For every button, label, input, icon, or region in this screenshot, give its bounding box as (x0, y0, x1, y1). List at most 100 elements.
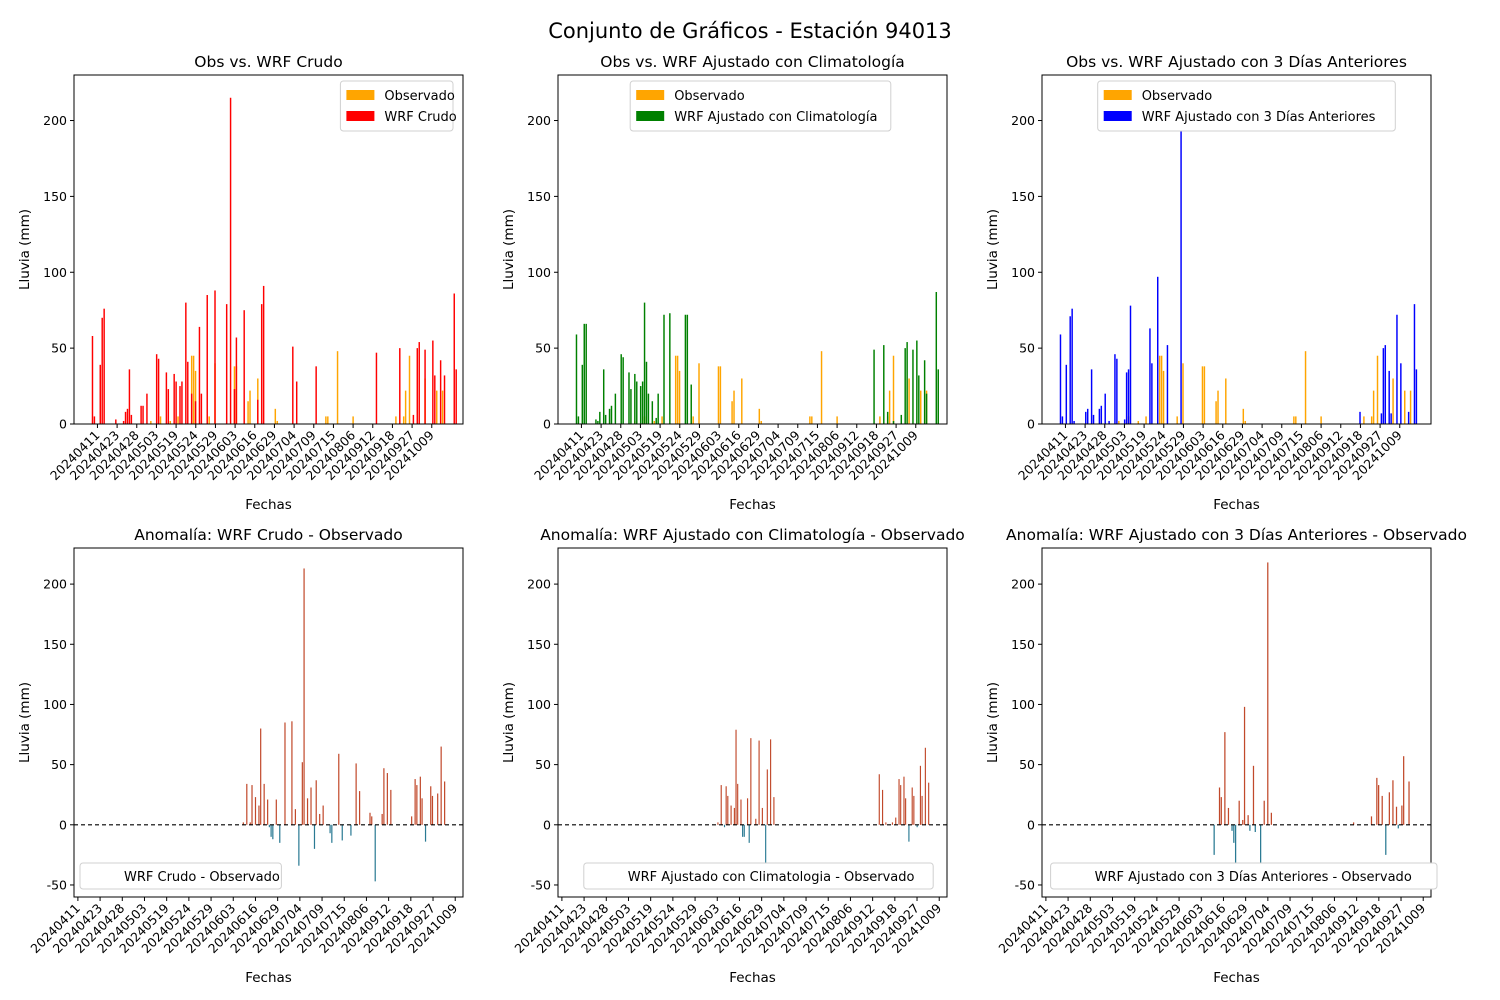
bar (773, 797, 775, 825)
subplot-title: Obs vs. WRF Crudo (194, 53, 342, 71)
bar (1238, 800, 1240, 825)
bar (319, 813, 321, 825)
bar (1395, 806, 1398, 825)
legend-swatch (636, 90, 665, 100)
bar (408, 355, 411, 424)
bar (1225, 378, 1227, 424)
bar (891, 822, 894, 825)
y-tick-label: 50 (535, 341, 551, 356)
bar (888, 390, 891, 424)
bar (251, 785, 253, 825)
axes-frame (73, 547, 464, 898)
bar (1381, 795, 1383, 825)
legend-box (79, 862, 282, 890)
bar (1396, 314, 1398, 424)
bar (820, 351, 823, 424)
axes-frame (557, 74, 948, 425)
bar (733, 807, 735, 825)
bars-group (1059, 97, 1418, 424)
bar (1400, 363, 1402, 424)
bar (698, 363, 700, 424)
bar (1145, 416, 1147, 424)
bar (331, 824, 333, 843)
bar (246, 783, 248, 825)
bar (1160, 355, 1163, 424)
legend-label: WRF Ajustado con Climatología (674, 110, 877, 125)
bar (327, 416, 329, 424)
bar (935, 291, 938, 424)
bar (128, 369, 131, 424)
bar (274, 408, 277, 424)
bar (1320, 416, 1322, 424)
bar (690, 384, 692, 424)
bar (645, 361, 648, 424)
subplot-title: Obs vs. WRF Ajustado con Climatología (600, 53, 905, 71)
bar (173, 373, 175, 424)
y-tick-label: 100 (527, 265, 551, 280)
bar (1376, 355, 1379, 424)
bars-group (242, 568, 446, 882)
bar (577, 416, 580, 424)
bar (740, 799, 742, 825)
bar (276, 420, 278, 424)
bar (811, 416, 813, 424)
bar (1247, 815, 1249, 825)
bar (267, 799, 269, 825)
bar (878, 774, 880, 825)
bar (1370, 816, 1373, 825)
figure-title: Conjunto de Gráficos - Estación 94013 (548, 19, 952, 43)
bar (1378, 785, 1380, 825)
bar (355, 763, 357, 825)
bar (350, 824, 352, 836)
legend-label: Observado (384, 89, 455, 104)
bar (284, 722, 286, 825)
bar (190, 355, 193, 424)
bar (122, 420, 125, 424)
bar (1086, 408, 1089, 424)
bar (1104, 393, 1106, 424)
bar (1213, 824, 1215, 855)
bar (575, 334, 578, 424)
bar (1403, 756, 1405, 825)
bar (1363, 416, 1365, 424)
bar (676, 355, 679, 424)
subplot-6: Anomalía: WRF Ajustado con 3 Días Anteri… (985, 526, 1467, 986)
bar (1390, 413, 1392, 424)
bar (717, 366, 720, 424)
bar (233, 389, 236, 424)
bar (663, 314, 665, 424)
y-tick-label: 100 (43, 697, 67, 712)
bar (254, 797, 257, 825)
bar (444, 781, 446, 825)
bar (279, 824, 281, 843)
bar (1069, 316, 1071, 424)
bar (918, 375, 920, 424)
bar (418, 342, 420, 424)
y-tick-label: 0 (1027, 417, 1035, 432)
bar (1137, 420, 1140, 424)
bar (126, 408, 129, 424)
bar (258, 805, 260, 825)
bar (194, 401, 197, 424)
bar (1388, 792, 1390, 825)
bar (1267, 562, 1269, 825)
legend: WRF Ajustado con 3 Días Anteriores - Obs… (1050, 862, 1438, 890)
bar (399, 348, 401, 424)
y-tick-label: -50 (1015, 877, 1035, 892)
y-tick-label: 200 (527, 113, 551, 128)
bar (1409, 390, 1412, 424)
bar (185, 302, 187, 424)
bar (424, 824, 427, 842)
bar (900, 785, 902, 825)
bar (636, 381, 638, 424)
bar (686, 314, 689, 424)
y-axis-label: Lluvia (mm) (501, 682, 517, 763)
bar (306, 798, 309, 825)
bar (1260, 824, 1262, 865)
bar (167, 389, 170, 424)
bar (1108, 420, 1110, 424)
bar (916, 340, 918, 424)
bar (1376, 777, 1378, 825)
bar (674, 355, 677, 424)
